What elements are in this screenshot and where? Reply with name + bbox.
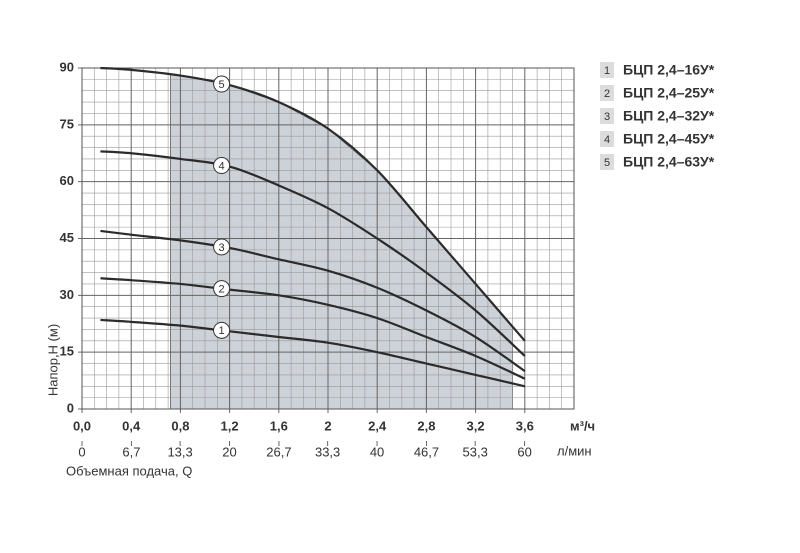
x-tick-label: 2: [324, 418, 331, 433]
y-tick-label: 45: [60, 230, 74, 245]
legend-number-box: [600, 85, 614, 101]
legend-number-box: [600, 62, 614, 78]
x-unit: м³/ч: [570, 418, 595, 433]
legend-number: 4: [604, 134, 610, 146]
legend-label: БЦП 2,4–63У*: [623, 154, 715, 170]
y-tick-label: 30: [60, 287, 74, 302]
y-tick-label: 60: [60, 173, 74, 188]
curve: [100, 318, 526, 388]
y-tick-label: 90: [60, 59, 74, 74]
x-tick-label: 1,2: [221, 418, 239, 433]
curve: [100, 150, 526, 357]
x-tick-label: 0,0: [73, 418, 91, 433]
curve-marker: [213, 280, 231, 298]
legend-label: БЦП 2,4–25У*: [623, 85, 715, 101]
x-tick-label: 3,2: [467, 418, 485, 433]
x-axis-label: Объемная подача, Q: [66, 463, 192, 478]
legend-number: 2: [604, 88, 610, 100]
y-axis-label: Напор,H (м): [45, 324, 60, 396]
curve: [100, 229, 526, 373]
x2-tick-label: 6,7: [122, 444, 140, 459]
x2-tick-label: 20: [222, 444, 236, 459]
curve-marker: [213, 157, 231, 175]
curve-marker: [213, 321, 231, 339]
x2-tick-label: 53,3: [463, 444, 488, 459]
curve: [100, 277, 526, 380]
x2-tick-label: 0: [78, 444, 85, 459]
x-tick-label: 2,4: [368, 418, 387, 433]
legend-number-box: [600, 108, 614, 124]
x-tick-label: 2,8: [417, 418, 435, 433]
x-tick-label: 1,6: [270, 418, 288, 433]
curve-number: 1: [219, 325, 225, 337]
legend-label: БЦП 2,4–45У*: [623, 131, 715, 147]
legend-number: 3: [604, 111, 610, 123]
curve-number: 2: [219, 284, 225, 296]
x-tick-label: 0,4: [122, 418, 141, 433]
legend-label: БЦП 2,4–32У*: [623, 108, 715, 124]
legend-number: 1: [604, 65, 610, 77]
x-tick-label: 0,8: [171, 418, 189, 433]
x2-tick-label: 46,7: [414, 444, 439, 459]
curve-number: 4: [219, 160, 225, 172]
x2-tick-label: 40: [370, 444, 384, 459]
legend-number: 5: [604, 157, 610, 169]
curve: [100, 66, 526, 342]
x2-tick-label: 33,3: [315, 444, 340, 459]
y-tick-label: 0: [67, 400, 74, 415]
legend-label: БЦП 2,4–16У*: [623, 62, 715, 78]
x2-tick-label: 26,7: [266, 444, 291, 459]
x2-tick-label: 13,3: [167, 444, 192, 459]
x-tick-label: 3,6: [516, 418, 534, 433]
curve-marker: [213, 75, 231, 93]
legend-number-box: [600, 131, 614, 147]
x2-tick-label: 60: [517, 444, 531, 459]
curve-number: 5: [219, 79, 225, 91]
y-tick-label: 75: [60, 116, 74, 131]
y-tick-label: 15: [60, 344, 74, 359]
curve-number: 3: [219, 242, 225, 254]
x2-unit: л/мин: [557, 443, 592, 458]
legend-number-box: [600, 154, 614, 170]
plot-frame: [81, 67, 575, 410]
curve-marker: [213, 238, 231, 256]
